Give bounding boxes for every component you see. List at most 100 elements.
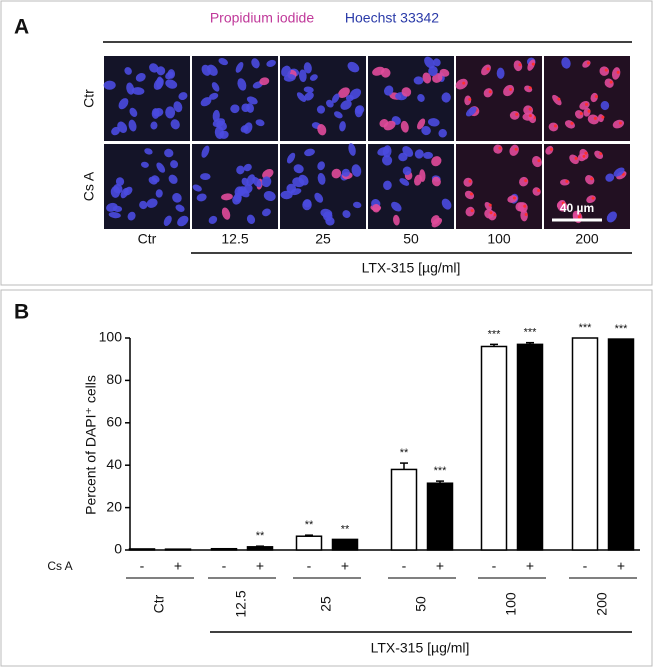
nucleus <box>290 188 302 196</box>
nucleus <box>149 63 159 73</box>
nucleus <box>428 65 438 76</box>
nucleus <box>192 184 202 192</box>
nucleus <box>398 152 408 162</box>
panel-a-frame <box>0 0 653 286</box>
nucleus <box>304 92 314 101</box>
nucleus <box>503 84 515 97</box>
treatment-label: - <box>140 558 145 574</box>
nucleus <box>339 121 346 132</box>
nucleus <box>200 173 211 181</box>
nucleus <box>317 161 325 171</box>
pi-spot <box>486 67 490 71</box>
nucleus <box>441 198 452 210</box>
nucleus <box>218 58 228 66</box>
nucleus <box>309 74 318 81</box>
y-tick-label: 60 <box>106 414 122 430</box>
significance: ** <box>256 530 265 542</box>
nucleus <box>113 184 123 194</box>
bar <box>607 338 635 551</box>
nucleus <box>380 67 391 78</box>
y-axis-label: Percent of DAPI⁺ cells <box>83 375 99 515</box>
pi-spot <box>582 154 586 158</box>
nucleus <box>355 105 365 114</box>
nucleus <box>431 176 441 187</box>
nucleus <box>532 156 542 168</box>
pi-spot <box>604 68 608 72</box>
nucleus <box>151 175 160 183</box>
nucleus <box>127 211 136 221</box>
pi-spot <box>537 189 541 193</box>
nucleus <box>333 111 343 119</box>
pi-spot <box>524 179 528 183</box>
nucleus <box>283 74 296 82</box>
nucleus <box>196 193 207 202</box>
nucleus <box>150 121 158 130</box>
nucleus <box>173 101 183 113</box>
nucleus <box>513 60 523 72</box>
column-label: 12.5 <box>221 231 248 247</box>
pi-spot <box>528 86 532 90</box>
nucleus <box>393 214 400 226</box>
y-tick-label: 100 <box>99 329 123 345</box>
pi-spot <box>489 211 493 215</box>
nucleus <box>200 97 212 107</box>
treatment-label: + <box>617 558 625 574</box>
nucleus <box>262 169 274 179</box>
nucleus <box>120 187 129 199</box>
nucleus <box>455 78 468 90</box>
nucleus <box>303 199 312 208</box>
pi-spot <box>515 112 519 116</box>
nucleus <box>348 143 356 156</box>
nucleus <box>108 211 121 219</box>
significance: *** <box>488 328 502 340</box>
row-label: Cs A <box>81 171 97 201</box>
scale-bar-label: 40 µm <box>560 201 594 215</box>
nucleus <box>172 192 182 203</box>
nucleus <box>353 201 362 209</box>
nucleus <box>587 114 599 125</box>
nucleus <box>600 101 610 111</box>
pi-spot <box>514 147 518 151</box>
nucleus <box>266 59 276 67</box>
column-label: 200 <box>575 231 599 247</box>
pi-spot <box>470 209 474 213</box>
nucleus <box>281 65 291 77</box>
row-label: Cs A <box>47 559 72 573</box>
nucleus <box>246 174 256 186</box>
pi-spot <box>594 94 598 98</box>
pi-spot <box>498 146 502 150</box>
pi-spot <box>528 114 532 118</box>
nucleus <box>251 58 260 69</box>
pi-spot <box>590 177 594 181</box>
bar <box>164 548 192 551</box>
nucleus <box>465 106 477 117</box>
pi-spot <box>537 159 541 163</box>
nucleus <box>422 72 432 84</box>
nucleus <box>427 118 440 127</box>
pi-spot <box>468 179 472 183</box>
nucleus <box>431 156 442 167</box>
nucleus <box>124 67 132 75</box>
nucleus <box>481 64 491 76</box>
nucleus <box>201 145 210 158</box>
nucleus <box>552 94 562 106</box>
nucleus <box>341 168 350 177</box>
nucleus <box>246 96 258 105</box>
x-tick-label: 25 <box>318 596 334 612</box>
nucleus <box>561 57 571 69</box>
nucleus <box>414 174 422 186</box>
bar <box>246 546 274 551</box>
nucleus <box>372 203 381 213</box>
nucleus <box>259 77 270 86</box>
nucleus <box>135 73 146 82</box>
nucleus <box>303 86 314 93</box>
nucleus <box>237 78 247 91</box>
significance: *** <box>579 322 593 334</box>
nucleus <box>246 214 256 225</box>
nucleus <box>423 151 434 159</box>
nucleus <box>165 79 178 89</box>
nucleus <box>401 87 412 97</box>
column-label: Ctr <box>138 231 157 247</box>
treatment-label: + <box>256 558 264 574</box>
